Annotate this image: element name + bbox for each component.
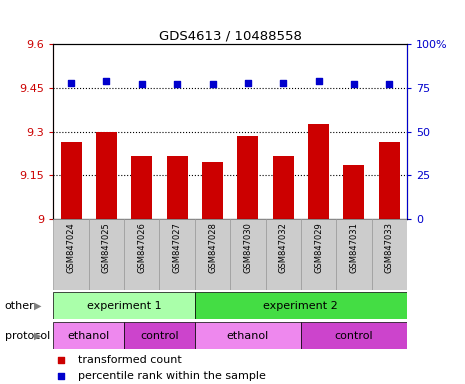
Text: GSM847033: GSM847033 xyxy=(385,222,394,273)
Text: percentile rank within the sample: percentile rank within the sample xyxy=(78,371,266,381)
Text: GSM847030: GSM847030 xyxy=(243,222,252,273)
Bar xyxy=(195,292,407,319)
Title: GDS4613 / 10488558: GDS4613 / 10488558 xyxy=(159,30,302,43)
Bar xyxy=(53,292,195,319)
Bar xyxy=(202,162,223,219)
Bar xyxy=(237,136,259,219)
Text: GSM847024: GSM847024 xyxy=(66,222,76,273)
Point xyxy=(103,78,110,84)
Bar xyxy=(53,219,89,290)
Point xyxy=(385,81,393,88)
Point xyxy=(350,81,358,88)
Bar xyxy=(89,219,124,290)
Text: control: control xyxy=(334,331,373,341)
Point xyxy=(315,78,322,84)
Bar xyxy=(131,156,153,219)
Bar xyxy=(230,219,266,290)
Text: experiment 1: experiment 1 xyxy=(87,301,161,311)
Bar xyxy=(266,219,301,290)
Text: transformed count: transformed count xyxy=(78,356,182,366)
Text: GSM847029: GSM847029 xyxy=(314,222,323,273)
Point xyxy=(138,81,146,88)
Bar xyxy=(124,219,159,290)
Text: GSM847032: GSM847032 xyxy=(279,222,288,273)
Text: ▶: ▶ xyxy=(33,331,41,341)
Bar xyxy=(124,322,195,349)
Point xyxy=(57,373,64,379)
Text: GSM847026: GSM847026 xyxy=(137,222,146,273)
Text: ethanol: ethanol xyxy=(227,331,269,341)
Text: ▶: ▶ xyxy=(33,301,41,311)
Point xyxy=(173,81,181,88)
Bar xyxy=(159,219,195,290)
Bar xyxy=(195,322,301,349)
Point xyxy=(67,79,75,86)
Bar xyxy=(301,219,336,290)
Text: control: control xyxy=(140,331,179,341)
Text: GSM847028: GSM847028 xyxy=(208,222,217,273)
Text: GSM847025: GSM847025 xyxy=(102,222,111,273)
Point xyxy=(57,358,64,364)
Bar xyxy=(372,219,407,290)
Text: protocol: protocol xyxy=(5,331,50,341)
Point xyxy=(279,79,287,86)
Text: experiment 2: experiment 2 xyxy=(264,301,338,311)
Point xyxy=(209,81,216,88)
Point xyxy=(244,79,252,86)
Bar xyxy=(53,322,124,349)
Bar xyxy=(195,219,230,290)
Text: GSM847027: GSM847027 xyxy=(173,222,182,273)
Text: other: other xyxy=(5,301,34,311)
Text: ethanol: ethanol xyxy=(68,331,110,341)
Bar xyxy=(308,124,329,219)
Bar xyxy=(301,322,407,349)
Bar xyxy=(336,219,372,290)
Bar xyxy=(272,156,294,219)
Bar xyxy=(343,165,365,219)
Text: GSM847031: GSM847031 xyxy=(349,222,359,273)
Bar xyxy=(60,142,82,219)
Bar xyxy=(96,131,117,219)
Bar xyxy=(166,156,188,219)
Bar xyxy=(379,142,400,219)
